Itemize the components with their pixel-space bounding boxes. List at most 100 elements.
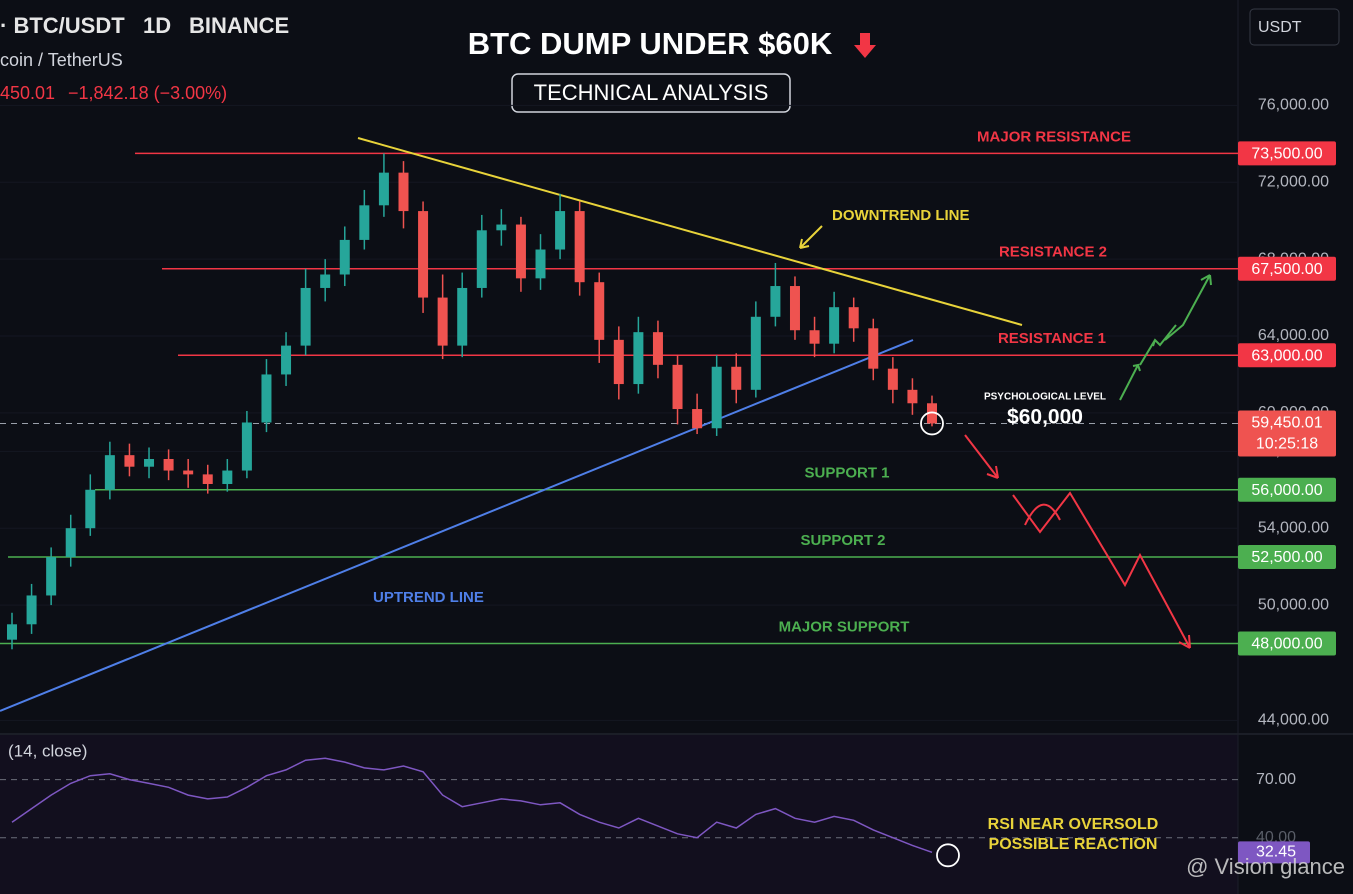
- candle-body: [887, 368, 898, 390]
- y-tick-label: 72,000.00: [1258, 173, 1329, 190]
- candle-body: [555, 211, 566, 250]
- candle-body: [85, 489, 96, 529]
- exchange: BINANCE: [189, 13, 289, 38]
- y-tick-label: 64,000.00: [1258, 327, 1329, 344]
- level-name: SUPPORT 1: [804, 465, 889, 482]
- watermark: @ Vision glance: [1186, 854, 1345, 879]
- candle-body: [496, 224, 507, 231]
- interval: 1D: [143, 13, 171, 38]
- psych-title: PSYCHOLOGICAL LEVEL: [984, 392, 1106, 403]
- candle-body: [633, 332, 644, 385]
- level-badge: [1238, 477, 1336, 502]
- candle-body: [241, 422, 252, 471]
- candle-body: [7, 624, 17, 640]
- candle-body: [46, 557, 57, 596]
- candle-body: [437, 297, 448, 346]
- y-tick-label: 54,000.00: [1258, 519, 1329, 536]
- candle-body: [457, 287, 468, 346]
- candle-body: [261, 374, 272, 423]
- candle-body: [104, 455, 115, 490]
- candle-body: [829, 307, 840, 344]
- uptrend-line: [0, 339, 914, 712]
- candle-body: [300, 287, 311, 346]
- rsi-label: (14, close): [8, 741, 87, 760]
- y-tick-label: 76,000.00: [1258, 97, 1329, 114]
- bullish-scenario: [1119, 274, 1212, 401]
- level-badge: [1238, 256, 1336, 281]
- downtrend-label: DOWNTREND LINE: [832, 207, 970, 224]
- rsi-note: POSSIBLE REACTION: [989, 836, 1158, 853]
- candle-body: [927, 403, 937, 424]
- chart-title: BTC DUMP UNDER $60K: [468, 26, 833, 61]
- candle-body: [750, 316, 761, 390]
- y-tick-label: 44,000.00: [1258, 712, 1329, 729]
- currency-button[interactable]: [1249, 8, 1340, 46]
- level-label: 48,000.00: [1251, 636, 1322, 653]
- candle-body: [320, 274, 331, 288]
- candle-body: [711, 366, 722, 429]
- candle-body: [868, 328, 879, 369]
- candle-body: [515, 224, 526, 279]
- candle-body: [535, 249, 546, 279]
- symbol: · BTC/USDT: [0, 13, 125, 38]
- candle-body: [378, 172, 389, 206]
- candle-body: [907, 389, 918, 404]
- level-name: SUPPORT 2: [800, 532, 885, 549]
- rsi-tick-label: 70.00: [1256, 771, 1296, 788]
- level-name: RESISTANCE 2: [999, 244, 1107, 261]
- projection-arrow: [964, 434, 999, 479]
- level-label: 52,500.00: [1251, 549, 1322, 566]
- level-badge: [1238, 141, 1336, 166]
- pair-name: coin / TetherUS: [0, 50, 123, 70]
- down-arrow-icon: [854, 33, 876, 58]
- level-badge: [1238, 545, 1336, 570]
- candle-body: [476, 230, 487, 288]
- level-badge: [1238, 631, 1336, 656]
- candle-body: [339, 239, 350, 275]
- countdown: 10:25:18: [1256, 436, 1318, 453]
- candle-body: [144, 459, 155, 467]
- currency[interactable]: USDT: [1258, 19, 1302, 36]
- candle-body: [848, 307, 859, 329]
- y-tick-label: 50,000.00: [1258, 596, 1329, 613]
- candle-body: [222, 470, 233, 484]
- candle-body: [418, 211, 429, 298]
- uptrend-label: UPTREND LINE: [373, 589, 484, 606]
- level-name: RESISTANCE 1: [998, 330, 1106, 347]
- candle-body: [789, 286, 800, 331]
- candle-body: [202, 474, 213, 484]
- level-name: MAJOR SUPPORT: [779, 618, 910, 635]
- candle-body: [809, 330, 820, 344]
- level-name: MAJOR RESISTANCE: [977, 128, 1131, 145]
- projection-path: [1012, 491, 1191, 649]
- rsi-marker: [936, 843, 960, 868]
- change-readout: −1,842.18 (−3.00%): [68, 83, 227, 103]
- candle-body: [594, 282, 605, 340]
- levels: MAJOR RESISTANCE 73,500.00 RESISTANCE 2 67,…: [0, 128, 1336, 656]
- downtrend-pointer: [799, 225, 823, 249]
- last-price-badge: [1238, 410, 1336, 457]
- candle-body: [65, 528, 76, 558]
- chart-subtitle: TECHNICAL ANALYSIS: [534, 80, 769, 105]
- candle-body: [359, 205, 370, 240]
- candle-body: [183, 470, 194, 475]
- psych-value: $60,000: [1007, 406, 1083, 429]
- rsi-last-label: 32.45: [1256, 844, 1296, 861]
- candle-body: [163, 459, 174, 471]
- bounce-curve: [1024, 503, 1061, 526]
- downtrend-line: [357, 137, 1023, 326]
- candle-body: [672, 364, 683, 410]
- rsi-pane: [0, 735, 1238, 894]
- level-label: 56,000.00: [1251, 482, 1322, 499]
- level-label: 67,500.00: [1251, 261, 1322, 278]
- rsi-last-badge: [1238, 841, 1310, 864]
- candle-body: [731, 366, 742, 390]
- rsi-line: [11, 757, 933, 854]
- rsi-note: RSI NEAR OVERSOLD: [988, 816, 1159, 833]
- candle-body: [124, 455, 135, 467]
- level-label: 73,500.00: [1251, 146, 1322, 163]
- candles: [7, 153, 944, 650]
- candle-body: [613, 339, 624, 385]
